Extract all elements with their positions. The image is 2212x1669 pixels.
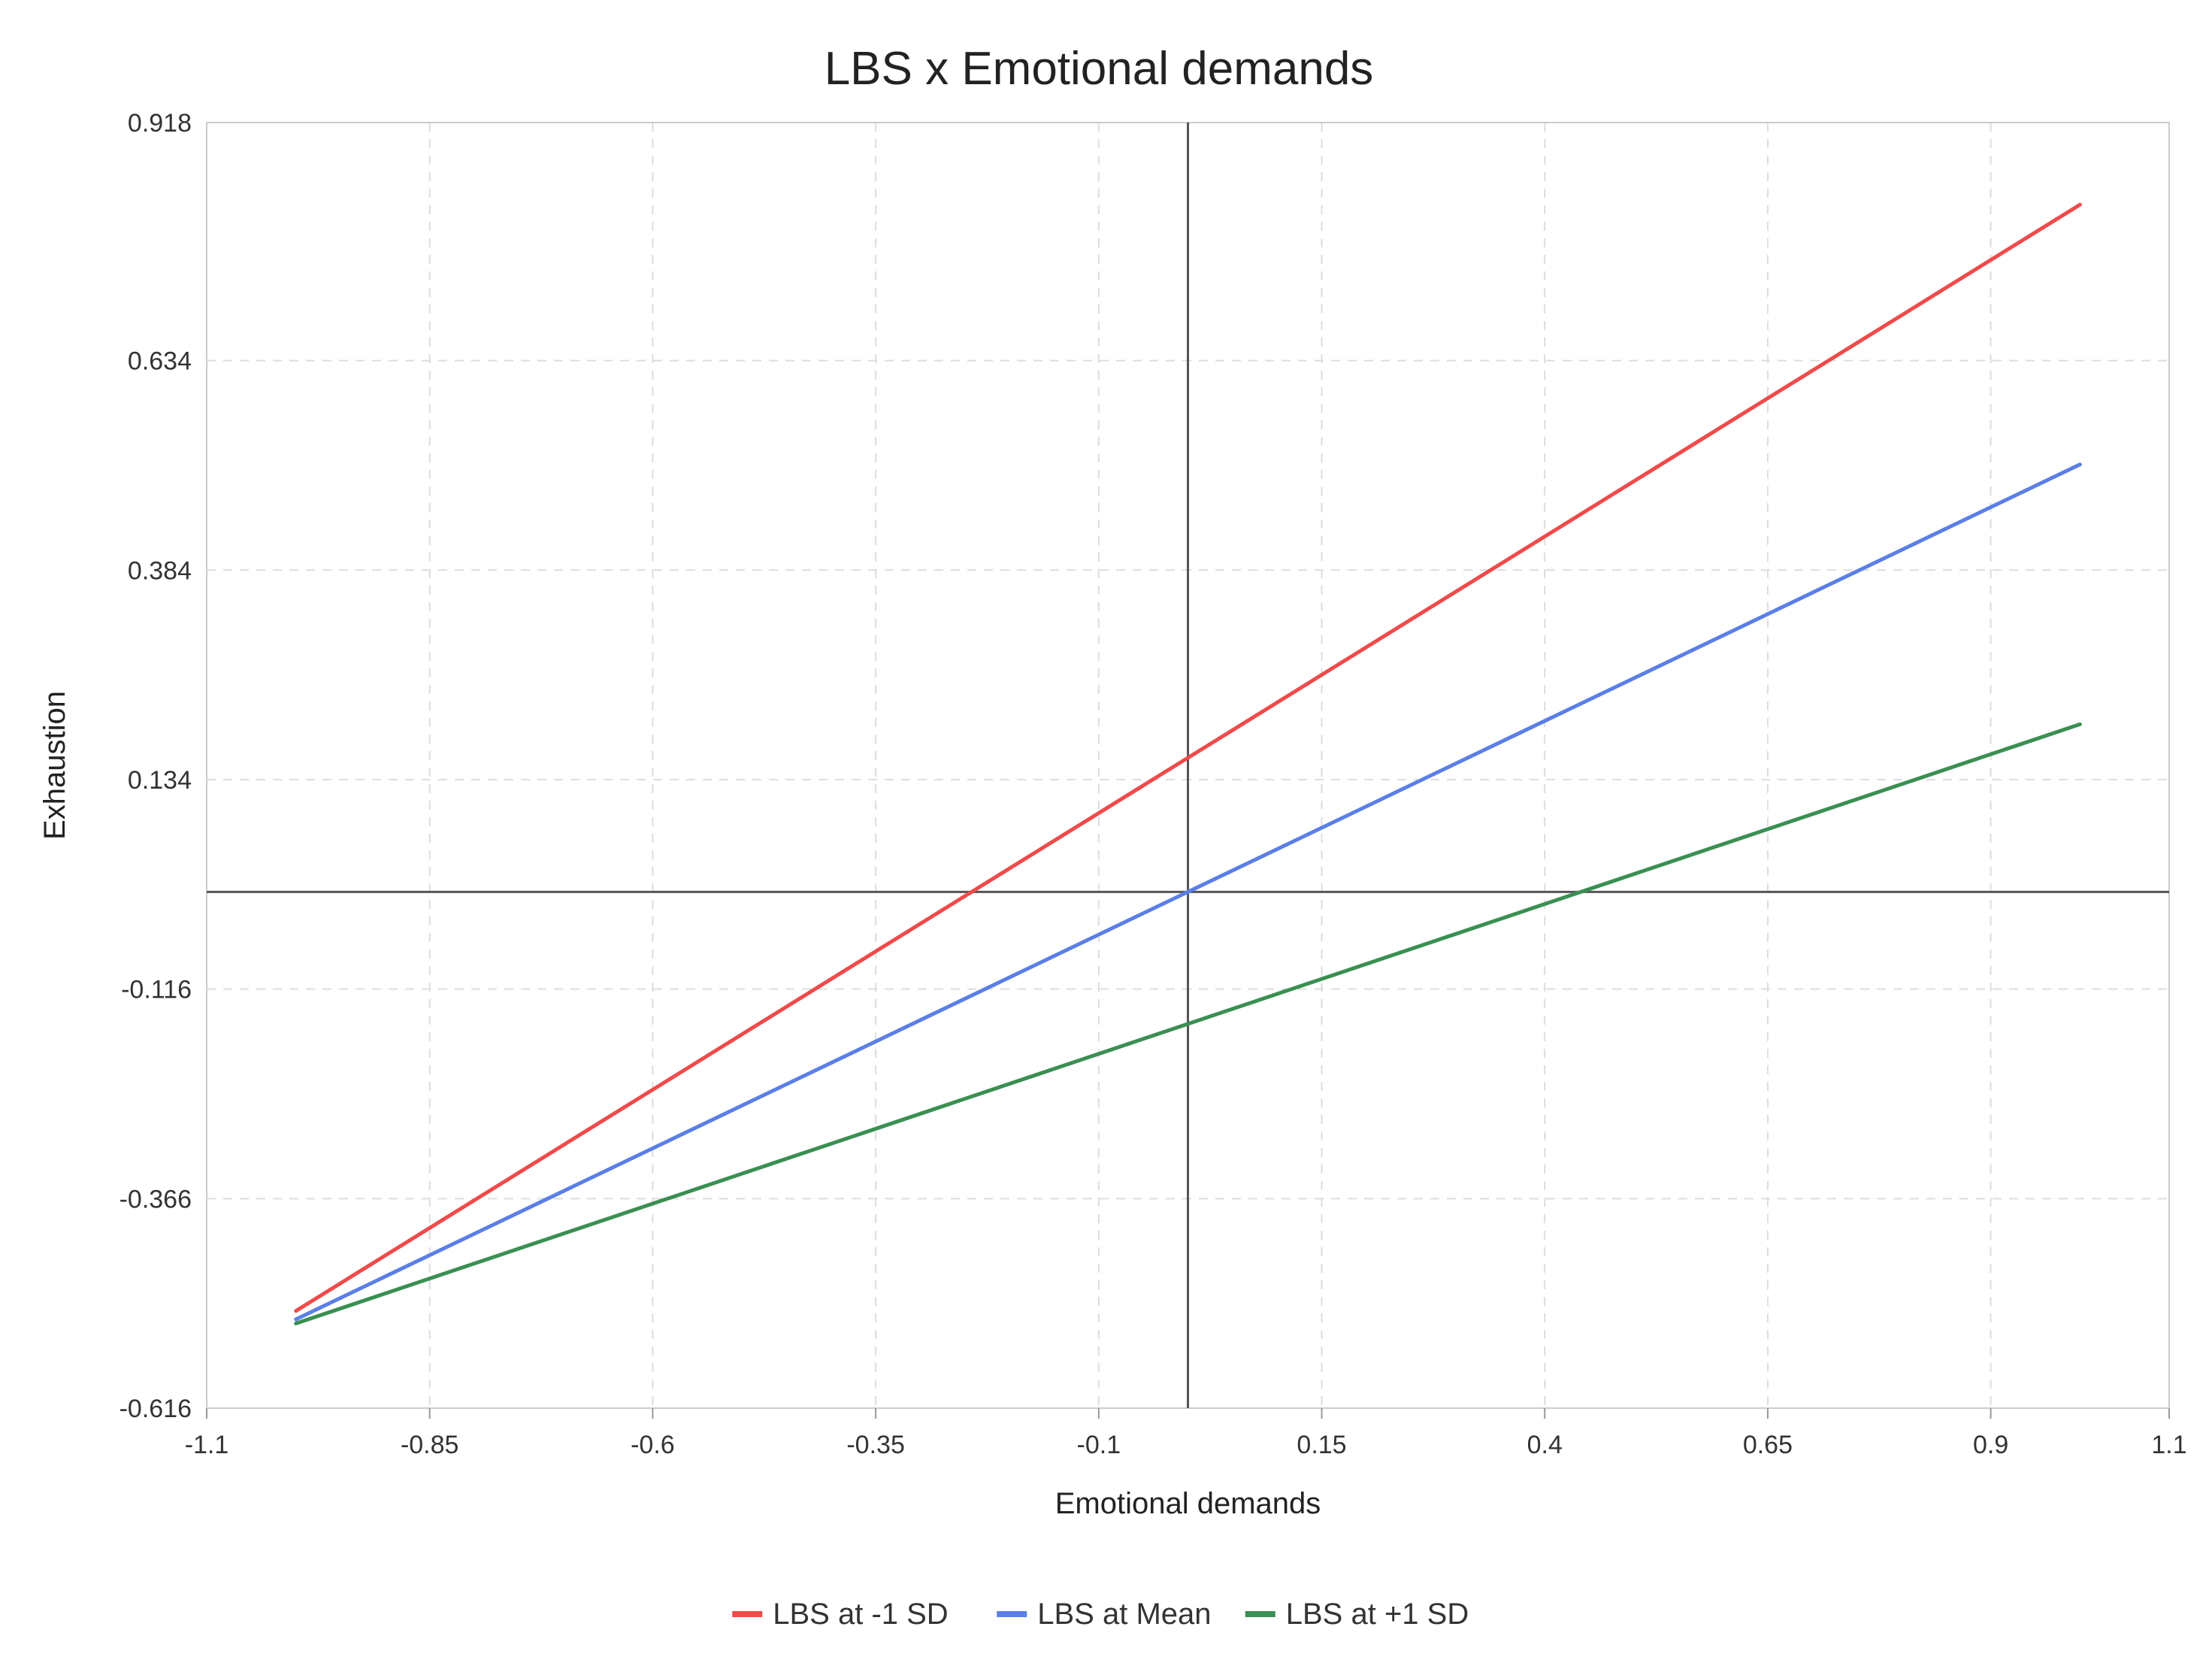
y-tick-label: 0.634 [128, 347, 192, 376]
series-line-lbs-at-mean [294, 462, 2082, 1322]
legend-label: LBS at +1 SD [1286, 1598, 1469, 1631]
series-lines [294, 202, 2082, 1325]
x-tick-label: -1.1 [185, 1431, 229, 1459]
legend-item: LBS at +1 SD [1245, 1598, 1469, 1631]
x-axis-ticks: -1.1 -0.85 -0.6 -0.35 -0.1 0.15 0.4 0.65 0.9 1.1 [185, 1408, 2187, 1459]
y-tick-label: 0.134 [128, 766, 192, 795]
x-tick-label: 0.4 [1527, 1431, 1563, 1459]
x-axis-title: Emotional demands [1055, 1487, 1321, 1520]
legend: LBS at -1 SD LBS at Mean LBS at +1 SD [732, 1598, 1469, 1631]
y-tick-label: -0.366 [120, 1185, 192, 1213]
legend-item: LBS at Mean [997, 1598, 1212, 1631]
legend-label: LBS at Mean [1037, 1598, 1211, 1631]
x-tick-label: 0.65 [1743, 1431, 1793, 1459]
x-tick-label: -0.85 [401, 1431, 459, 1459]
series-line-lbs-at-1-sd [294, 722, 2082, 1325]
x-tick-label: 1.1 [2151, 1431, 2186, 1459]
y-tick-label: 0.918 [128, 109, 192, 138]
x-tick-label: 0.15 [1297, 1431, 1346, 1459]
y-tick-label: -0.616 [120, 1395, 192, 1423]
series-line-lbs-at-1-sd [294, 202, 2082, 1313]
x-tick-label: -0.35 [846, 1431, 905, 1459]
x-tick-label: -0.6 [631, 1431, 675, 1459]
chart-title: LBS x Emotional demands [825, 43, 1374, 95]
y-tick-label: 0.384 [128, 556, 192, 585]
y-axis-title: Exhaustion [38, 691, 71, 840]
legend-label: LBS at -1 SD [773, 1598, 948, 1631]
zero-reference-lines [207, 123, 2169, 1408]
x-tick-label: -0.1 [1077, 1431, 1121, 1459]
y-axis-ticks: 0.918 0.634 0.384 0.134 -0.116 -0.366 -0.616 [120, 109, 192, 1423]
x-tick-label: 0.9 [1973, 1431, 2008, 1459]
legend-item: LBS at -1 SD [732, 1598, 949, 1631]
y-tick-label: -0.116 [121, 976, 192, 1004]
